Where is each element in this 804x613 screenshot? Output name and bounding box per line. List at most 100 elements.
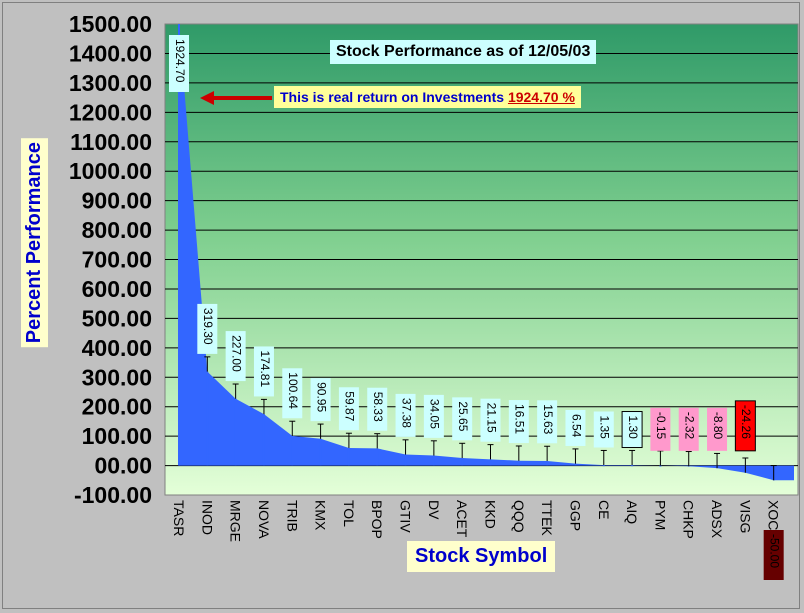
x-tick-label: CHKP (681, 500, 697, 539)
bar-aiq (631, 465, 634, 467)
x-tick-label: TTEK (539, 500, 555, 536)
y-tick-label: 1100.00 (70, 129, 152, 155)
annotation-highlight: 1924.70 % (507, 89, 575, 105)
bar-ttek (546, 460, 549, 466)
y-tick-label: 300.00 (82, 364, 152, 390)
y-tick-label: 00.00 (94, 453, 152, 479)
data-label: 1.30 (626, 416, 640, 440)
data-labels: 1924.70 319.30 227.00 174.81 100.64 90.95 59.8… (169, 35, 784, 580)
y-tick-label: 1300.00 (69, 70, 152, 96)
y-tick-label: 1200.00 (69, 99, 152, 125)
x-tick-label: PYM (652, 500, 668, 530)
data-label: -0.15 (654, 412, 668, 440)
y-tick-label: 1400.00 (69, 40, 152, 66)
error-bars (204, 356, 777, 481)
data-label: 1924.70 (173, 39, 187, 83)
annotation-text: This is real return on Investments (280, 89, 505, 105)
bar-qqq (517, 460, 520, 466)
data-label: -2.32 (683, 412, 697, 440)
series-area (179, 24, 794, 481)
x-tick-label: NOVA (256, 500, 272, 539)
data-label-box (367, 387, 388, 431)
data-label: 58.33 (371, 392, 385, 422)
bar-nova (262, 414, 265, 466)
data-label-box (593, 411, 614, 448)
data-label-box (508, 400, 529, 444)
data-label: 34.05 (428, 399, 442, 429)
x-axis-ticks: TASR INOD MRGE NOVA TRIB KMX TOL BPOP GTIV DV ACET… (171, 500, 782, 542)
bar-trib (291, 435, 294, 466)
x-axis-title: Stock Symbol (407, 541, 556, 572)
data-label: -24.26 (739, 405, 753, 439)
x-tick-label: DV (426, 500, 442, 520)
y-tick-label: -100.00 (74, 482, 152, 508)
y-tick-label: 200.00 (82, 394, 152, 420)
data-label: 37.38 (399, 398, 413, 428)
y-tick-label: 400.00 (82, 335, 152, 361)
x-tick-label: INOD (199, 500, 215, 535)
data-label-box (423, 394, 444, 438)
bar-acet (461, 458, 464, 466)
y-tick-label: 500.00 (82, 305, 152, 331)
bar-tasr (178, 24, 180, 466)
bar-pym (659, 465, 662, 467)
data-label-box (225, 331, 246, 382)
data-label: -8.80 (711, 412, 725, 440)
data-label-box (707, 407, 728, 451)
data-label: 227.00 (229, 335, 243, 372)
data-label: 1.35 (598, 416, 612, 440)
y-tick-label: 1500.00 (69, 11, 152, 37)
bar-ce (602, 465, 605, 467)
data-label-box (621, 411, 643, 449)
data-label-box (480, 398, 501, 442)
bar-tol (347, 447, 350, 466)
bar-gtiv (404, 454, 407, 466)
x-tick-label: GTIV (398, 500, 414, 533)
annotation-arrow (200, 91, 272, 105)
data-label-box (763, 530, 784, 580)
data-label-box (537, 400, 558, 444)
y-tick-label: 900.00 (82, 188, 152, 214)
x-tick-label: MRGE (228, 500, 244, 542)
data-label: 174.81 (258, 350, 272, 387)
data-label-box (678, 407, 699, 451)
bar-inod (206, 371, 209, 466)
bar-kkd (489, 459, 492, 466)
data-label-box (395, 393, 416, 437)
data-label-box (565, 409, 586, 446)
x-tick-label: TRIB (284, 500, 300, 532)
y-tick-label: 1000.00 (69, 158, 152, 184)
data-label: 25.65 (456, 401, 470, 431)
data-label: 319.30 (201, 308, 215, 345)
x-tick-label: GGP (567, 500, 583, 531)
x-tick-label: TASR (171, 500, 187, 536)
data-label-box (197, 303, 218, 354)
data-label: 15.63 (541, 404, 555, 434)
y-axis-title: Percent Performance (21, 138, 48, 348)
x-tick-label: KKD (483, 500, 499, 529)
data-label: 21.15 (484, 403, 498, 433)
data-label-box (650, 407, 671, 451)
x-tick-label: ACET (454, 500, 470, 538)
bar-bpop (376, 448, 379, 466)
x-tick-label: BPOP (369, 500, 385, 539)
y-tick-label: 600.00 (82, 276, 152, 302)
y-axis-ticks: 1500.00 1400.00 1300.00 1200.00 1100.00 1000.… (69, 11, 152, 508)
bar-mrge (234, 398, 237, 466)
x-tick-label: TOL (341, 500, 357, 527)
annotation-box: This is real return on Investments 1924.… (274, 86, 581, 108)
data-label: -50.00 (768, 534, 782, 568)
data-label-box (338, 387, 359, 431)
y-tick-label: 700.00 (82, 247, 152, 273)
x-tick-label: ADSX (709, 500, 725, 539)
bar-kmx (319, 438, 322, 466)
x-tick-label: AIQ (624, 500, 640, 524)
x-tick-label: CE (596, 500, 612, 519)
data-label: 6.54 (569, 414, 583, 438)
data-label-box (452, 397, 473, 441)
data-label-box (310, 378, 331, 422)
data-label-box (282, 368, 303, 419)
x-tick-label: KMX (313, 500, 329, 531)
chart-title: Stock Performance as of 12/05/03 (330, 40, 597, 64)
data-label: 100.64 (286, 372, 300, 409)
